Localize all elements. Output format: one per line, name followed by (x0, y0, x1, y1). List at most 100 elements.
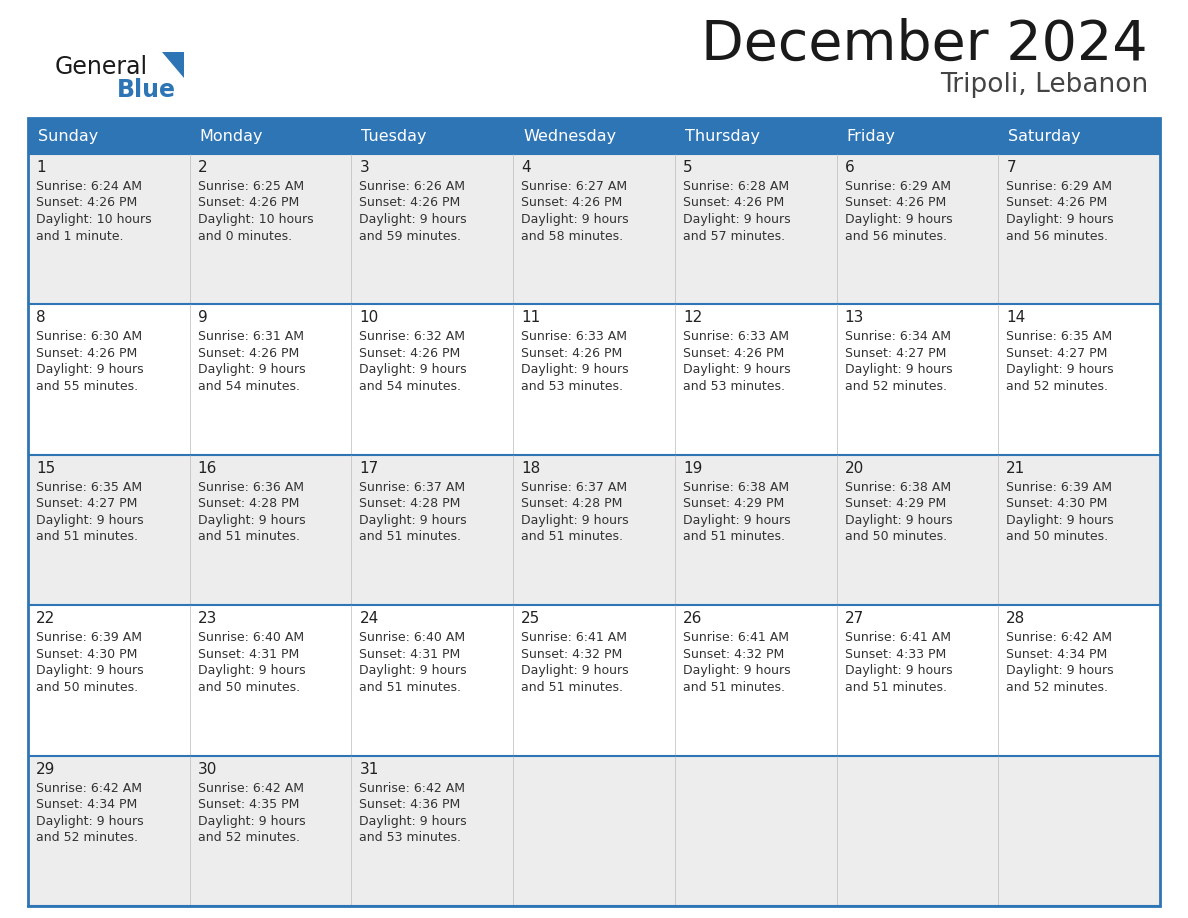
Text: 24: 24 (360, 611, 379, 626)
Text: 12: 12 (683, 310, 702, 325)
Text: and 56 minutes.: and 56 minutes. (845, 230, 947, 242)
Text: Daylight: 9 hours: Daylight: 9 hours (360, 814, 467, 828)
Text: 23: 23 (197, 611, 217, 626)
Bar (190, 756, 352, 906)
Text: Sunrise: 6:42 AM: Sunrise: 6:42 AM (197, 781, 304, 795)
Text: and 53 minutes.: and 53 minutes. (522, 380, 624, 393)
Text: 31: 31 (360, 762, 379, 777)
Text: Sunrise: 6:37 AM: Sunrise: 6:37 AM (360, 481, 466, 494)
Bar (675, 605, 836, 756)
Text: Sunrise: 6:42 AM: Sunrise: 6:42 AM (360, 781, 466, 795)
Text: Sunset: 4:26 PM: Sunset: 4:26 PM (1006, 196, 1107, 209)
Text: 9: 9 (197, 310, 208, 325)
Text: Tripoli, Lebanon: Tripoli, Lebanon (940, 72, 1148, 98)
Text: Daylight: 9 hours: Daylight: 9 hours (1006, 364, 1114, 376)
Bar (998, 605, 1159, 756)
Text: Daylight: 9 hours: Daylight: 9 hours (197, 814, 305, 828)
Text: Sunrise: 6:40 AM: Sunrise: 6:40 AM (197, 632, 304, 644)
Text: and 52 minutes.: and 52 minutes. (36, 831, 138, 844)
Text: 6: 6 (845, 160, 854, 175)
Text: and 53 minutes.: and 53 minutes. (683, 380, 785, 393)
Text: and 59 minutes.: and 59 minutes. (360, 230, 461, 242)
Text: 3: 3 (360, 160, 369, 175)
Text: and 52 minutes.: and 52 minutes. (197, 831, 299, 844)
Text: 11: 11 (522, 310, 541, 325)
Text: Sunrise: 6:26 AM: Sunrise: 6:26 AM (360, 180, 466, 193)
Text: Sunrise: 6:35 AM: Sunrise: 6:35 AM (36, 481, 143, 494)
Text: Sunrise: 6:24 AM: Sunrise: 6:24 AM (36, 180, 143, 193)
Text: Sunrise: 6:34 AM: Sunrise: 6:34 AM (845, 330, 950, 343)
Text: Sunrise: 6:33 AM: Sunrise: 6:33 AM (522, 330, 627, 343)
Text: Sunrise: 6:42 AM: Sunrise: 6:42 AM (36, 781, 143, 795)
Text: Monday: Monday (200, 129, 264, 143)
Text: and 55 minutes.: and 55 minutes. (36, 380, 138, 393)
Text: and 50 minutes.: and 50 minutes. (845, 531, 947, 543)
Text: Daylight: 9 hours: Daylight: 9 hours (522, 514, 628, 527)
Text: 7: 7 (1006, 160, 1016, 175)
Bar (675, 154, 836, 305)
Text: Blue: Blue (116, 78, 176, 102)
Bar (29, 454, 190, 605)
Bar (675, 305, 836, 454)
Text: Sunrise: 6:40 AM: Sunrise: 6:40 AM (360, 632, 466, 644)
Text: 5: 5 (683, 160, 693, 175)
Bar (675, 454, 836, 605)
Text: Sunset: 4:26 PM: Sunset: 4:26 PM (360, 196, 461, 209)
Text: Sunrise: 6:28 AM: Sunrise: 6:28 AM (683, 180, 789, 193)
Bar (29, 118, 1159, 906)
Text: Sunset: 4:32 PM: Sunset: 4:32 PM (522, 648, 623, 661)
Text: Sunrise: 6:42 AM: Sunrise: 6:42 AM (1006, 632, 1112, 644)
Text: and 54 minutes.: and 54 minutes. (360, 380, 461, 393)
Text: 8: 8 (36, 310, 45, 325)
Text: Sunday: Sunday (38, 129, 99, 143)
Text: Sunrise: 6:37 AM: Sunrise: 6:37 AM (522, 481, 627, 494)
Text: Daylight: 9 hours: Daylight: 9 hours (197, 514, 305, 527)
Text: Friday: Friday (847, 129, 896, 143)
Text: 22: 22 (36, 611, 56, 626)
Text: Sunset: 4:26 PM: Sunset: 4:26 PM (845, 196, 946, 209)
Bar (513, 454, 675, 605)
Bar (29, 305, 190, 454)
Text: Daylight: 9 hours: Daylight: 9 hours (683, 213, 790, 226)
Text: and 54 minutes.: and 54 minutes. (197, 380, 299, 393)
Text: Sunrise: 6:41 AM: Sunrise: 6:41 AM (522, 632, 627, 644)
Bar (29, 605, 190, 756)
Text: Daylight: 9 hours: Daylight: 9 hours (36, 514, 144, 527)
Text: Sunset: 4:29 PM: Sunset: 4:29 PM (845, 498, 946, 510)
Bar (29, 154, 190, 305)
Text: 26: 26 (683, 611, 702, 626)
Text: Saturday: Saturday (1009, 129, 1081, 143)
Text: Sunset: 4:36 PM: Sunset: 4:36 PM (360, 798, 461, 812)
Text: Sunset: 4:26 PM: Sunset: 4:26 PM (36, 347, 138, 360)
Text: Sunset: 4:35 PM: Sunset: 4:35 PM (197, 798, 299, 812)
Bar (190, 154, 352, 305)
Bar (29, 756, 190, 906)
Text: and 51 minutes.: and 51 minutes. (360, 531, 461, 543)
Text: and 52 minutes.: and 52 minutes. (845, 380, 947, 393)
Text: Sunrise: 6:32 AM: Sunrise: 6:32 AM (360, 330, 466, 343)
Polygon shape (162, 52, 184, 78)
Text: and 58 minutes.: and 58 minutes. (522, 230, 624, 242)
Text: Sunset: 4:26 PM: Sunset: 4:26 PM (197, 196, 299, 209)
Text: Sunrise: 6:39 AM: Sunrise: 6:39 AM (36, 632, 143, 644)
Text: Daylight: 9 hours: Daylight: 9 hours (522, 665, 628, 677)
Text: Daylight: 10 hours: Daylight: 10 hours (36, 213, 152, 226)
Text: Daylight: 9 hours: Daylight: 9 hours (683, 364, 790, 376)
Text: Sunset: 4:27 PM: Sunset: 4:27 PM (1006, 347, 1107, 360)
Text: Sunrise: 6:41 AM: Sunrise: 6:41 AM (683, 632, 789, 644)
Text: 1: 1 (36, 160, 45, 175)
Text: Daylight: 9 hours: Daylight: 9 hours (845, 364, 953, 376)
Bar (675, 756, 836, 906)
Text: Daylight: 9 hours: Daylight: 9 hours (360, 213, 467, 226)
Text: Daylight: 9 hours: Daylight: 9 hours (197, 665, 305, 677)
Text: 14: 14 (1006, 310, 1025, 325)
Text: Sunrise: 6:31 AM: Sunrise: 6:31 AM (197, 330, 304, 343)
Text: and 51 minutes.: and 51 minutes. (197, 531, 299, 543)
Text: Sunrise: 6:29 AM: Sunrise: 6:29 AM (845, 180, 950, 193)
Text: and 52 minutes.: and 52 minutes. (1006, 380, 1108, 393)
Text: Daylight: 9 hours: Daylight: 9 hours (845, 213, 953, 226)
Bar (836, 305, 998, 454)
Text: 28: 28 (1006, 611, 1025, 626)
Text: 21: 21 (1006, 461, 1025, 476)
Text: and 0 minutes.: and 0 minutes. (197, 230, 292, 242)
